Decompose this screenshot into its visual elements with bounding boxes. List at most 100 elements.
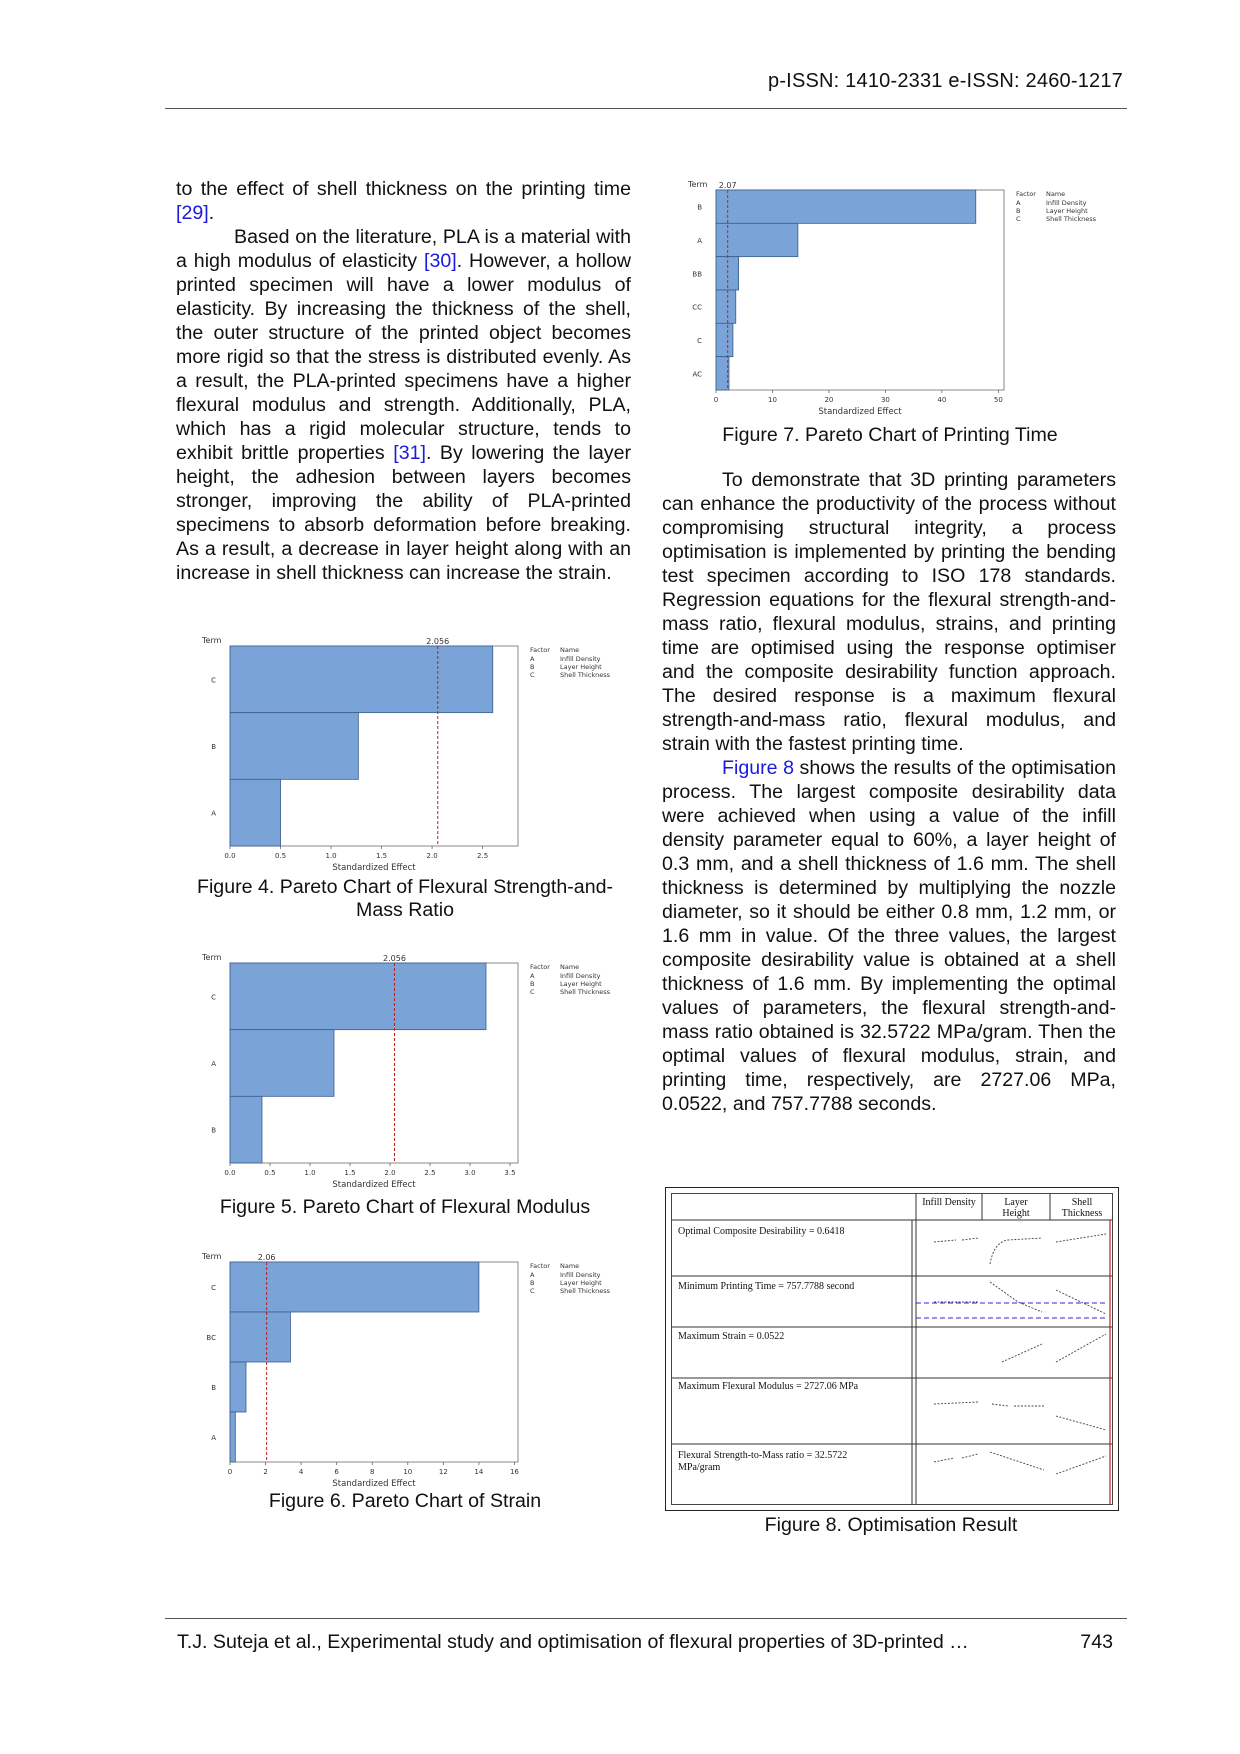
bar <box>229 1311 291 1363</box>
response-label: MPa/gram <box>678 1462 720 1473</box>
y-axis-label: Term <box>201 636 222 645</box>
legend-title: Name <box>560 963 579 971</box>
tick-label-x: 2 <box>263 1468 267 1476</box>
response-label: Flexural Strength-to-Mass ratio = 32.572… <box>678 1450 847 1461</box>
legend-title: Factor <box>530 1262 550 1270</box>
legend-entry: Infill Density <box>560 655 601 663</box>
column-header: Height <box>1002 1208 1029 1219</box>
response-label: Optimal Composite Desirability = 0.6418 <box>678 1226 844 1237</box>
legend-key: B <box>530 663 534 671</box>
citation-link[interactable]: [29] <box>176 202 209 224</box>
pareto-chart-figure-6: Term C BC B A 2.06 0 2 4 6 8 10 12 14 16 Standardized E… <box>196 1250 616 1490</box>
y-axis-label: Term <box>201 953 222 962</box>
response-trace <box>989 1451 1045 1471</box>
column-header: Shell <box>1072 1197 1093 1208</box>
response-trace <box>933 1401 979 1405</box>
response-label: Maximum Strain = 0.0522 <box>678 1331 784 1342</box>
left-column-text: to the effect of shell thickness on the … <box>176 177 631 585</box>
caption-figure-8: Figure 8. Optimisation Result <box>764 1514 1018 1536</box>
tick-label-x: 8 <box>370 1468 374 1476</box>
bar <box>715 222 799 258</box>
response-trace <box>1055 1333 1107 1363</box>
x-axis-label: Standardized Effect <box>332 1180 416 1190</box>
legend-entry: Infill Density <box>1046 199 1087 207</box>
tick-label-x: 2.5 <box>424 1169 435 1177</box>
caption-figure-5: Figure 5. Pareto Chart of Flexural Modul… <box>219 1196 591 1218</box>
bar <box>229 1411 236 1463</box>
y-axis-label: Term <box>687 180 708 189</box>
tick-label-y: B <box>211 743 216 751</box>
tick-label-x: 2.5 <box>477 852 488 860</box>
reference-label: 2.07 <box>719 181 737 190</box>
x-axis-label: Standardized Effect <box>332 1479 416 1489</box>
tick-label-x: 3.0 <box>464 1169 475 1177</box>
response-trace <box>989 1281 1043 1313</box>
bar <box>715 289 737 324</box>
tick-label-y: A <box>697 237 702 245</box>
page-header: p-ISSN: 1410-2331 e-ISSN: 2460-1217 <box>165 66 1127 109</box>
paragraph-4: Figure 8 shows the results of the optimi… <box>662 757 1116 1115</box>
tick-label-x: 16 <box>510 1468 519 1476</box>
legend-key: A <box>530 1271 535 1279</box>
tick-label-x: 40 <box>937 396 946 404</box>
tick-label-x: 0.0 <box>224 1169 235 1177</box>
response-trace <box>991 1403 1009 1407</box>
bar <box>229 1095 263 1164</box>
legend-key: B <box>530 1279 534 1287</box>
figure-link[interactable]: Figure 8 <box>722 757 794 779</box>
pareto-chart-figure-5: Term C A B 2.056 0.0 0.5 1.0 1.5 2.0 2.5 3.0 3.5 Stan… <box>196 951 616 1191</box>
paragraph-3: To demonstrate that 3D printing paramete… <box>662 469 1116 755</box>
tick-label-x: 0.5 <box>275 852 286 860</box>
tick-label-y: CC <box>692 304 702 312</box>
bar <box>229 1261 480 1313</box>
bar <box>715 189 977 224</box>
tick-label-y: AC <box>692 370 702 378</box>
y-axis-label: Term <box>201 1252 222 1261</box>
legend-title: Name <box>1046 190 1065 198</box>
response-trace <box>933 1457 955 1463</box>
legend-key: B <box>1016 207 1020 215</box>
tick-label-x: 10 <box>768 396 777 404</box>
tick-label-y: C <box>211 993 216 1001</box>
response-trace <box>1055 1233 1107 1243</box>
page-footer: T.J. Suteja et al., Experimental study a… <box>165 1618 1127 1659</box>
bar <box>229 1361 247 1413</box>
tick-label-y: B <box>697 204 702 212</box>
tick-label-x: 14 <box>474 1468 483 1476</box>
tick-label-y: C <box>697 337 702 345</box>
tick-label-y: B <box>211 1384 216 1392</box>
right-column-text: To demonstrate that 3D printing paramete… <box>662 468 1116 1116</box>
legend-title: Name <box>560 1262 579 1270</box>
x-axis-label: Standardized Effect <box>332 863 416 873</box>
response-trace <box>961 1453 979 1459</box>
tick-label-x: 6 <box>334 1468 339 1476</box>
tick-label-x: 2.0 <box>384 1169 395 1177</box>
tick-label-y: C <box>211 676 216 684</box>
caption-figure-7: Figure 7. Pareto Chart of Printing Time <box>722 424 1058 446</box>
tick-label-x: 1.0 <box>304 1169 315 1177</box>
legend-key: C <box>1016 215 1021 223</box>
reference-label: 2.056 <box>383 954 406 963</box>
citation-link[interactable]: [30] <box>424 250 457 272</box>
legend-entry: Shell Thickness <box>560 671 611 679</box>
optimisation-result-figure: Infill Density Layer Height Shell Thickness O… <box>665 1187 1119 1511</box>
tick-label-y: A <box>211 1060 216 1068</box>
pareto-chart-figure-4: Term C B A 2.056 0.0 0.5 1.0 1.5 2.0 2.5 Standardiz… <box>196 634 616 874</box>
tick-label-x: 20 <box>824 396 833 404</box>
legend-entry: Layer Height <box>1046 207 1088 215</box>
tick-label-x: 0 <box>228 1468 232 1476</box>
legend-title: Factor <box>530 646 550 654</box>
legend-key: A <box>1016 199 1021 207</box>
tick-label-x: 2.0 <box>427 852 438 860</box>
citation-link[interactable]: [31] <box>393 442 426 464</box>
response-trace <box>989 1237 1043 1265</box>
column-header: Layer <box>1004 1197 1028 1208</box>
tick-label-x: 50 <box>994 396 1003 404</box>
tick-label-y: A <box>211 1434 216 1442</box>
legend-entry: Infill Density <box>560 1271 601 1279</box>
legend-key: C <box>530 671 535 679</box>
reference-label: 2.056 <box>426 637 449 646</box>
